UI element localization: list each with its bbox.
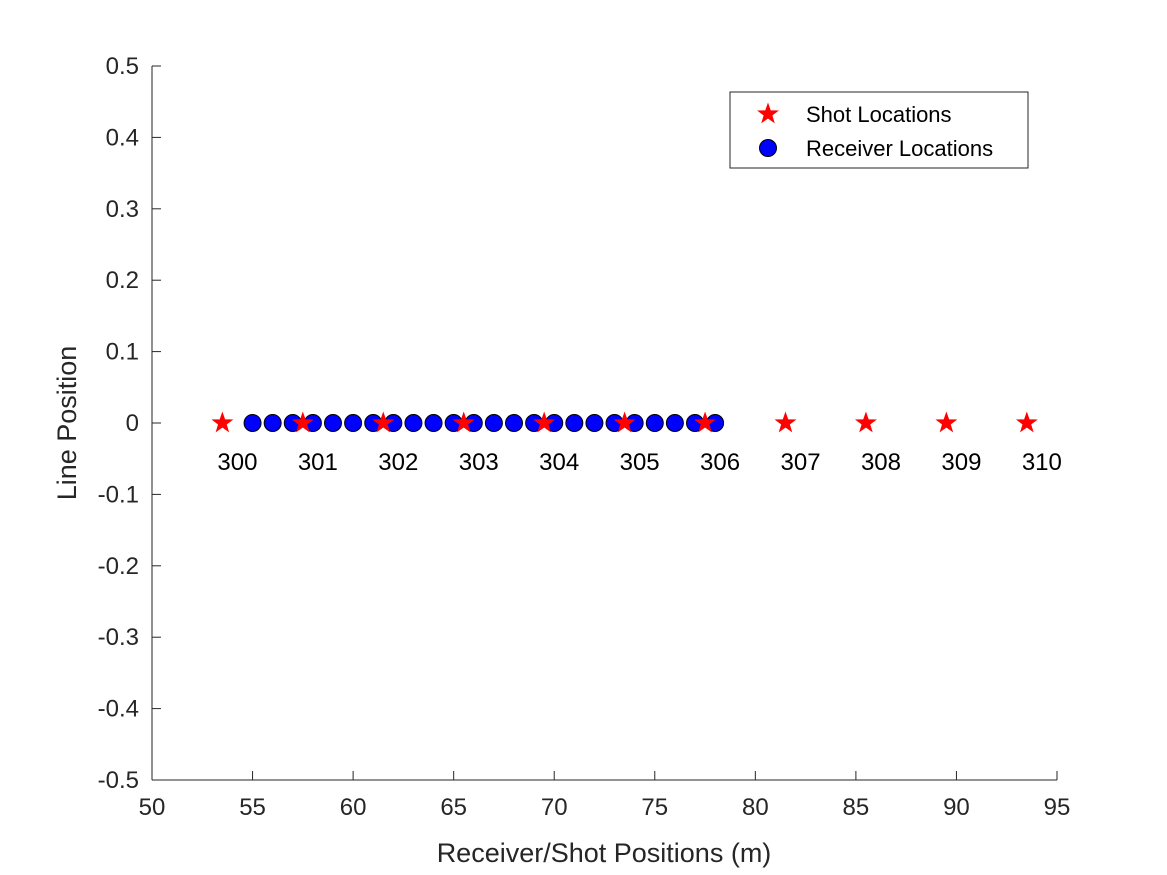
receiver-point [263, 414, 282, 432]
receiver-point [424, 414, 443, 432]
y-tick-label: 0.5 [106, 53, 139, 80]
y-tick-label: -0.2 [98, 553, 139, 580]
receiver-point [645, 414, 664, 432]
shot-point [291, 411, 314, 433]
y-tick-label: -0.3 [98, 624, 139, 651]
receiver-point [585, 414, 604, 432]
shot-point [452, 411, 475, 433]
legend-box [729, 91, 1029, 169]
receiver-point [344, 414, 363, 432]
shot-point [935, 411, 958, 433]
x-tick-label: 80 [742, 794, 769, 821]
shot-label: 301 [298, 449, 338, 476]
shot-point [211, 411, 234, 433]
shot-label: 304 [539, 449, 579, 476]
x-tick-label: 55 [239, 794, 266, 821]
receiver-point [665, 414, 684, 432]
shot-label: 307 [781, 449, 821, 476]
y-tick-label: 0.4 [106, 124, 139, 151]
shot-point [533, 411, 556, 433]
x-ticks: 50 55 60 65 70 75 80 85 90 95 [139, 771, 1071, 821]
x-tick-label: 90 [943, 794, 970, 821]
shot-labels: 300 301 302 303 304 305 306 307 308 309 310 [217, 449, 1061, 476]
receiver-markers [243, 414, 725, 432]
legend-circle-icon [759, 139, 777, 157]
y-tick-label: 0.3 [106, 196, 139, 223]
shot-label: 302 [378, 449, 418, 476]
y-tick-label: -0.5 [98, 767, 139, 794]
shot-label: 308 [861, 449, 901, 476]
shot-point [694, 411, 717, 433]
y-tick-label: 0.2 [106, 267, 139, 294]
x-axis-title: Receiver/Shot Positions (m) [437, 838, 772, 868]
legend: Shot Locations Receiver Locations [729, 91, 1029, 169]
shot-label: 306 [700, 449, 740, 476]
legend-receiver-label: Receiver Locations [806, 136, 993, 161]
legend-star-icon [757, 102, 779, 124]
shot-point [613, 411, 636, 433]
legend-star-shape [757, 102, 779, 124]
y-tick-label: 0 [126, 410, 139, 437]
legend-circle-shape [759, 139, 777, 157]
receiver-point [505, 414, 523, 432]
x-tick-label: 65 [440, 794, 467, 821]
shot-label: 310 [1022, 449, 1062, 476]
y-tick-label: -0.1 [98, 481, 139, 508]
x-tick-label: 70 [541, 794, 568, 821]
shot-point [854, 411, 877, 433]
y-axis-title: Line Position [52, 346, 82, 501]
receiver-point [484, 414, 503, 432]
receiver-point [404, 414, 423, 432]
x-tick-label: 50 [139, 794, 166, 821]
x-tick-label: 95 [1044, 794, 1071, 821]
shot-label: 303 [459, 449, 499, 476]
receiver-point [324, 414, 342, 432]
shot-label: 305 [620, 449, 660, 476]
receiver-point [565, 414, 584, 432]
shot-point [774, 411, 797, 433]
legend-shot-label: Shot Locations [806, 102, 952, 127]
shot-label: 309 [941, 449, 981, 476]
x-tick-label: 85 [843, 794, 870, 821]
y-tick-label: -0.4 [98, 696, 139, 723]
x-tick-label: 60 [340, 794, 367, 821]
shot-point [1015, 411, 1038, 433]
y-tick-label: 0.1 [106, 339, 139, 366]
shot-markers [211, 411, 1038, 433]
shot-label: 300 [217, 449, 257, 476]
x-tick-label: 75 [641, 794, 668, 821]
shot-point [372, 411, 395, 433]
y-ticks: -0.5 -0.4 -0.3 -0.2 -0.1 0 0.1 0.2 0.3 0.4 0.5 [98, 53, 161, 794]
receiver-point [243, 414, 262, 432]
